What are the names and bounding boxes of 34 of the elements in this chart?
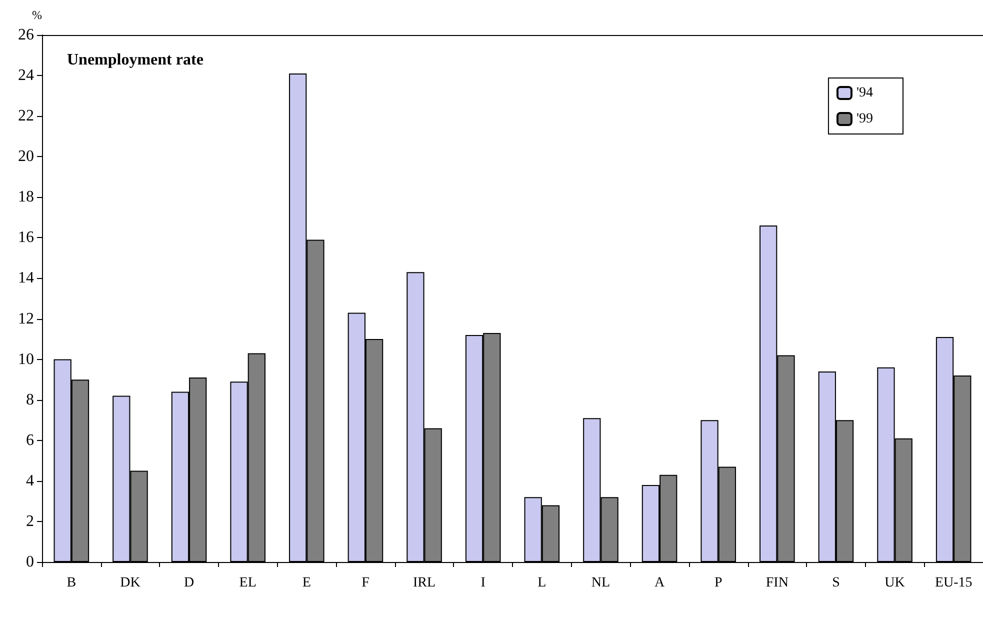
- y-tick-label: 22: [18, 108, 34, 125]
- y-tick-label: 4: [26, 472, 34, 490]
- y-tick-label: 0: [26, 554, 34, 570]
- y-tick-label: 18: [18, 188, 34, 206]
- x-tick-label: I: [480, 576, 486, 590]
- x-tick-label: B: [66, 576, 76, 590]
- x-tick-label: EL: [239, 576, 256, 590]
- x-tick-label: S: [832, 576, 840, 590]
- x-tick-label: EU-15: [934, 576, 972, 590]
- text: Unemployment rate: [67, 52, 204, 68]
- y-axis-title: %: [32, 8, 42, 22]
- y-tick-label: 24: [18, 67, 34, 84]
- legend-label: '99: [856, 112, 874, 126]
- x-tick-label: DK: [120, 576, 140, 590]
- x-tick-label: A: [654, 576, 666, 590]
- y-tick-label: 14: [18, 270, 34, 287]
- x-tick-label: E: [302, 576, 311, 590]
- x-tick-label: L: [538, 576, 546, 590]
- x-tick-label: P: [714, 576, 722, 590]
- y-tick-label: 16: [18, 229, 34, 246]
- x-tick-label: FIN: [766, 576, 788, 590]
- y-tick-label: 6: [26, 432, 34, 449]
- y-tick-label: 2: [26, 512, 34, 530]
- y-tick-label: 10: [18, 350, 34, 368]
- y-tick-label: 20: [18, 148, 34, 166]
- y-tick-label: 12: [18, 310, 34, 328]
- legend-label: '94: [856, 86, 874, 100]
- x-tick-label: UK: [884, 576, 905, 590]
- y-tick-label: 26: [18, 26, 34, 44]
- x-tick-label: IRL: [413, 576, 436, 590]
- x-tick-label: D: [184, 576, 194, 590]
- x-tick-label: NL: [591, 576, 610, 590]
- x-tick-label: F: [362, 576, 370, 590]
- y-tick-label: 8: [26, 391, 34, 408]
